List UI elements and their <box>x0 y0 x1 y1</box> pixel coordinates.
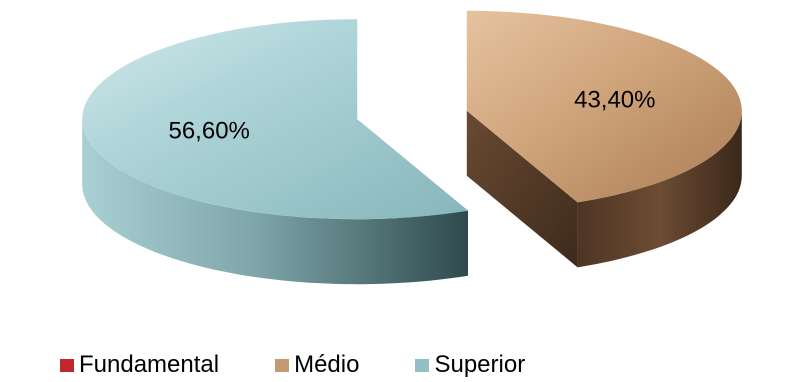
data-label-medio: 43,40% <box>574 86 655 113</box>
data-label-superior: 56,60% <box>168 118 249 145</box>
legend-label-superior: Superior <box>434 351 526 378</box>
pie-slice-medio-wall-1 <box>466 110 578 268</box>
legend-swatch-superior <box>415 358 430 372</box>
legend-label-fundamental: Fundamental <box>79 351 220 378</box>
legend-swatch-medio <box>275 358 290 372</box>
legend-swatch-fundamental <box>60 358 74 372</box>
pie-slice-superior <box>82 19 468 285</box>
legend: Fundamental Médio Superior <box>60 350 760 380</box>
pie-slice-medio-top <box>466 10 742 203</box>
legend-label-medio: Médio <box>294 351 360 378</box>
pie-slice-medio <box>466 10 742 268</box>
legend-item-medio: Médio <box>275 352 359 378</box>
pie-slice-superior-side <box>82 119 468 285</box>
pie-slice-medio-side <box>577 110 742 268</box>
pie-slice-superior-top <box>82 19 468 220</box>
legend-item-fundamental: Fundamental <box>60 352 219 378</box>
legend-item-superior: Superior <box>415 352 525 378</box>
